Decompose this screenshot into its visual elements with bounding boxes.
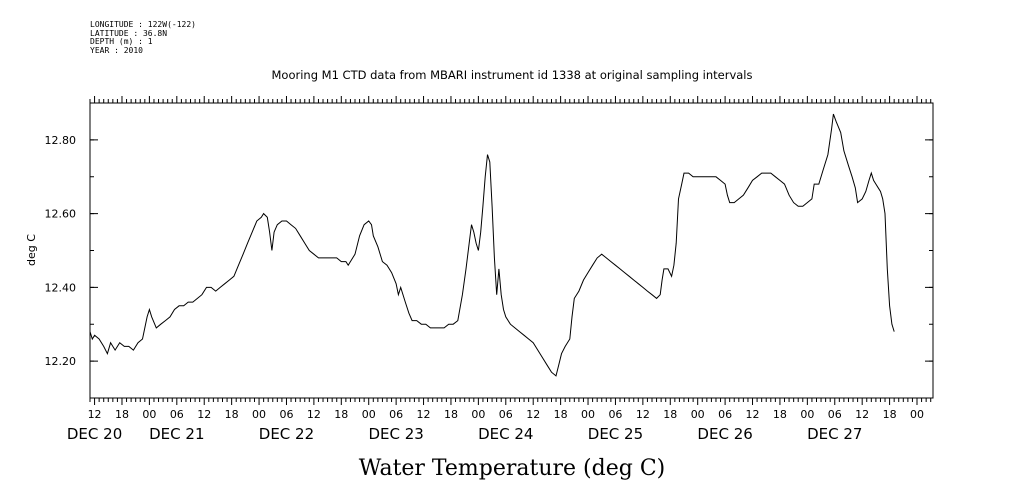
x-hour-label: 18 — [334, 408, 348, 421]
x-hour-label: 00 — [910, 408, 924, 421]
x-hour-label: 18 — [883, 408, 897, 421]
x-hour-label: 18 — [663, 408, 677, 421]
x-hour-label: 06 — [718, 408, 732, 421]
latitude-label: LATITUDE : 36.8N — [90, 28, 168, 38]
chart-title: Mooring M1 CTD data from MBARI instrumen… — [272, 68, 753, 82]
x-hour-label: 00 — [142, 408, 156, 421]
x-hour-label: 18 — [444, 408, 458, 421]
y-tick-label: 12.40 — [45, 281, 77, 294]
x-hour-label: 12 — [526, 408, 540, 421]
x-hour-label: 00 — [800, 408, 814, 421]
x-date-label: DEC 26 — [697, 425, 752, 443]
x-date-label: DEC 23 — [368, 425, 423, 443]
x-hour-label: 12 — [855, 408, 869, 421]
y-tick-label: 12.60 — [45, 208, 77, 221]
y-tick-label: 12.80 — [45, 134, 77, 147]
x-hour-label: 06 — [389, 408, 403, 421]
x-hour-label: 00 — [252, 408, 266, 421]
temperature-line — [89, 113, 895, 377]
x-axis-label: Water Temperature (deg C) — [359, 456, 666, 481]
x-hour-label: 18 — [554, 408, 568, 421]
plot-frame — [89, 102, 934, 399]
x-date-label: DEC 25 — [588, 425, 643, 443]
x-hour-label: 12 — [197, 408, 211, 421]
x-hour-label: 12 — [88, 408, 102, 421]
x-hour-label: 06 — [170, 408, 184, 421]
x-hour-label: 00 — [471, 408, 485, 421]
data-series — [89, 113, 895, 377]
x-hour-label: 12 — [307, 408, 321, 421]
x-hour-label: 18 — [773, 408, 787, 421]
y-tick-label: 12.20 — [45, 355, 77, 368]
x-date-label: DEC 22 — [259, 425, 314, 443]
x-hour-label: 06 — [279, 408, 293, 421]
y-axis: 12.20 12.40 12.60 12.80 — [45, 102, 933, 399]
x-hour-label: 00 — [362, 408, 376, 421]
x-hour-label: 18 — [115, 408, 129, 421]
x-hour-label: 06 — [828, 408, 842, 421]
x-hour-label: 12 — [746, 408, 760, 421]
depth-label: DEPTH (m) : 1 — [90, 37, 153, 47]
metadata-block: LONGITUDE : 122W(-122) LATITUDE : 36.8N … — [90, 20, 196, 55]
x-date-label: DEC 24 — [478, 425, 533, 443]
x-hour-label: 00 — [691, 408, 705, 421]
x-date-label: DEC 21 — [149, 425, 204, 443]
longitude-label: LONGITUDE : 122W(-122) — [90, 20, 196, 29]
x-date-label: DEC 20 — [67, 425, 122, 443]
x-axis: 12 18 00 06 12 18 00 06 12 18 00 06 12 18 00 06 12 18 00 06… — [67, 96, 932, 443]
x-date-label: DEC 27 — [807, 425, 862, 443]
x-hour-label: 18 — [225, 408, 239, 421]
x-hour-label: 00 — [581, 408, 595, 421]
x-hour-label: 12 — [417, 408, 431, 421]
x-hour-label: 12 — [636, 408, 650, 421]
x-hour-label: 06 — [499, 408, 513, 421]
x-hour-label: 06 — [608, 408, 622, 421]
y-axis-label: deg C — [25, 234, 38, 266]
year-label: YEAR : 2010 — [90, 45, 143, 55]
